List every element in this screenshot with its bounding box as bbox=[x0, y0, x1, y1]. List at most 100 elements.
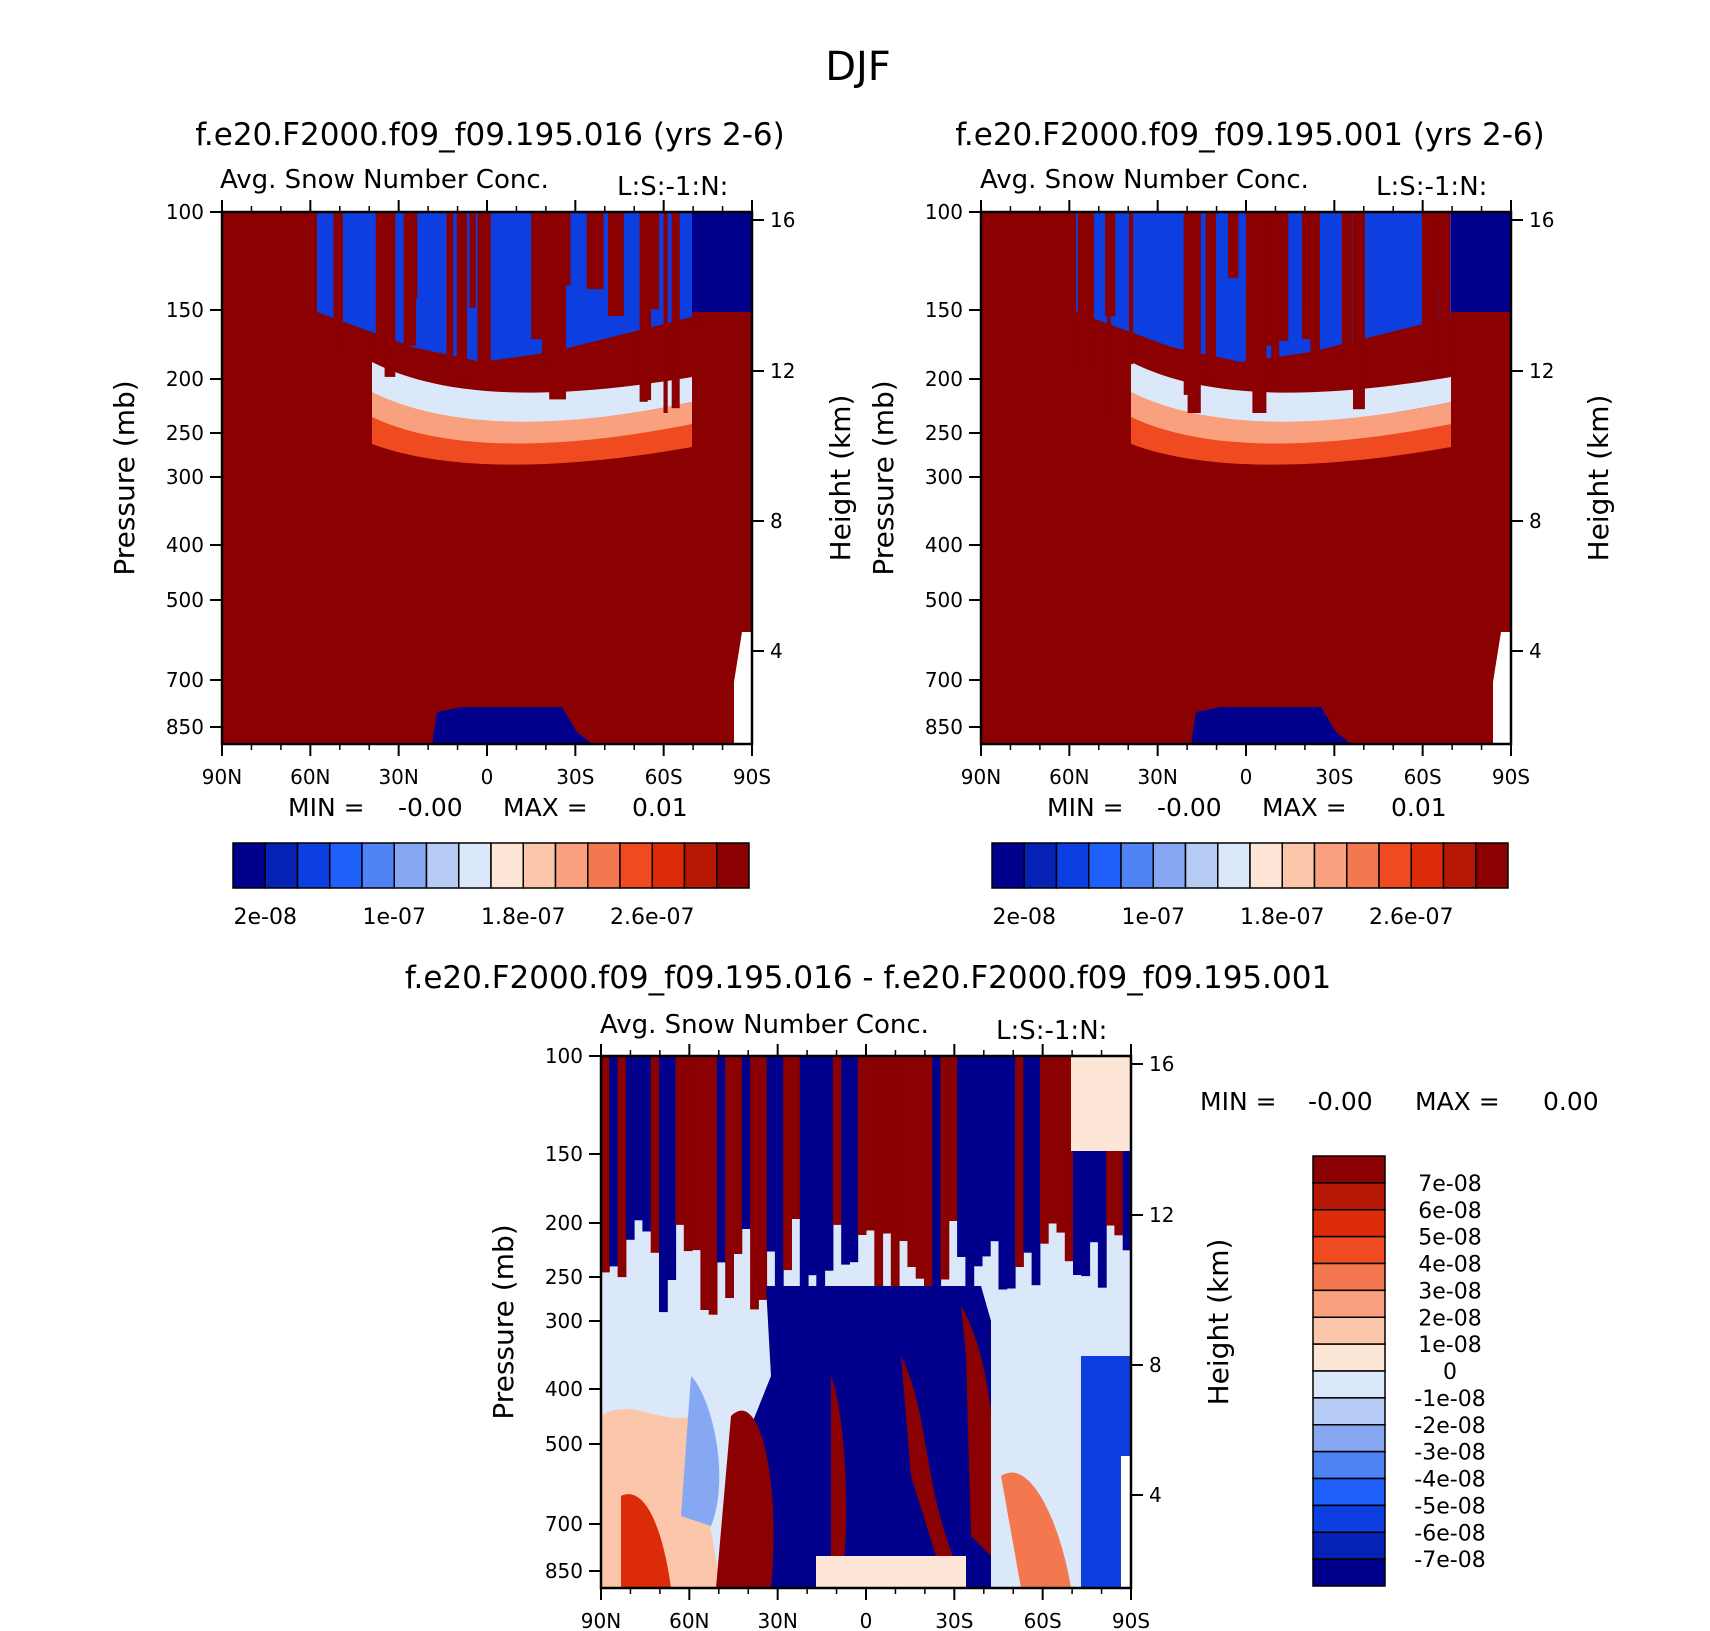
height-tick-label: 16 bbox=[1529, 208, 1554, 232]
field-streak bbox=[1278, 212, 1289, 341]
y-tick-label: 500 bbox=[925, 588, 963, 612]
field-streak bbox=[1271, 212, 1280, 382]
upper-anomaly-streak bbox=[857, 1056, 867, 1235]
colorbar-swatch bbox=[522, 842, 557, 889]
colorbar-swatch bbox=[1312, 1235, 1386, 1265]
x-tick-label: 30N bbox=[378, 765, 418, 789]
upper-anomaly-streak bbox=[824, 1056, 834, 1271]
colorbar-swatch bbox=[1378, 842, 1412, 889]
panel-1-min-label: MIN = bbox=[288, 793, 365, 822]
upper-anomaly-streak bbox=[924, 1056, 933, 1297]
colorbar-swatch bbox=[1023, 842, 1058, 889]
upper-anomaly-streak bbox=[882, 1056, 892, 1234]
upper-anomaly-streak bbox=[1097, 1056, 1107, 1288]
colorbar-label: 1.8e-07 bbox=[481, 905, 565, 930]
x-tick-label: 90N bbox=[202, 765, 242, 789]
negative-anomaly bbox=[681, 1376, 720, 1526]
colorbar-label: -2e-08 bbox=[1414, 1414, 1485, 1439]
panel-2-minmax: MIN = -0.00 MAX = 0.01 bbox=[1047, 793, 1447, 822]
height-tick-label: 8 bbox=[1529, 509, 1542, 533]
y-tick-label: 250 bbox=[925, 421, 963, 445]
field-streak bbox=[1107, 212, 1111, 413]
surface-minimum-region bbox=[1191, 707, 1351, 744]
surface-neutral bbox=[816, 1556, 966, 1588]
upper-anomaly-streak bbox=[634, 1056, 643, 1221]
upper-anomaly-streak bbox=[683, 1056, 693, 1252]
colorbar-label: 2e-08 bbox=[993, 905, 1056, 930]
positive-anomaly bbox=[831, 1376, 847, 1588]
upper-anomaly-streak bbox=[741, 1056, 751, 1229]
x-tick-label: 30S bbox=[1315, 765, 1353, 789]
colorbar-label: 1e-08 bbox=[1418, 1333, 1481, 1358]
y-tick-label: 200 bbox=[925, 367, 963, 391]
upper-anomaly-streak bbox=[650, 1056, 660, 1253]
colorbar-swatch bbox=[393, 842, 428, 889]
colorbar-swatch bbox=[1312, 1182, 1386, 1211]
field-streak bbox=[1353, 212, 1365, 410]
y-tick-label: 850 bbox=[166, 715, 204, 739]
field-streak bbox=[586, 212, 604, 290]
x-tick-label: 60N bbox=[669, 1609, 709, 1631]
colorbar-swatch bbox=[361, 842, 395, 889]
y-tick-label: 150 bbox=[925, 298, 963, 322]
upper-anomaly-streak bbox=[907, 1056, 917, 1267]
positive-anomaly bbox=[1001, 1472, 1071, 1588]
panel-1: f.e20.F2000.f09_f09.195.016 (yrs 2-6) Av… bbox=[108, 117, 857, 930]
panel-3-ylabel: Pressure (mb) bbox=[487, 1224, 520, 1419]
colorbar-label: -3e-08 bbox=[1414, 1441, 1485, 1466]
colorbar-label: 3e-08 bbox=[1418, 1279, 1481, 1304]
colorbar-swatch bbox=[1312, 1477, 1386, 1507]
colorbar-label: 7e-08 bbox=[1418, 1172, 1481, 1197]
colorbar-swatch bbox=[264, 842, 299, 889]
upper-anomaly-streak bbox=[783, 1056, 792, 1271]
upper-anomaly-streak bbox=[1023, 1056, 1033, 1253]
upper-anomaly-streak bbox=[642, 1056, 652, 1232]
colorbar-swatch bbox=[619, 842, 653, 889]
upper-anomaly-streak bbox=[932, 1056, 942, 1308]
panel-2: f.e20.F2000.f09_f09.195.001 (yrs 2-6) Av… bbox=[867, 117, 1615, 930]
field-streak bbox=[542, 212, 554, 361]
colorbar-swatch bbox=[1312, 1370, 1386, 1399]
upper-anomaly-streak bbox=[990, 1056, 999, 1242]
panel-2-subtitle: Avg. Snow Number Conc. bbox=[980, 165, 1309, 195]
panel-3-min-value: -0.00 bbox=[1308, 1087, 1373, 1116]
panel-1-ylabel-right: Height (km) bbox=[824, 395, 857, 562]
upper-anomaly-streak bbox=[1039, 1056, 1049, 1244]
positive-anomaly bbox=[621, 1494, 671, 1588]
colorbar-swatch bbox=[1312, 1289, 1386, 1318]
colorbar-label: 6e-08 bbox=[1418, 1199, 1481, 1224]
y-tick-label: 200 bbox=[545, 1211, 583, 1235]
upper-anomaly-streak bbox=[890, 1056, 900, 1310]
upper-anomaly-streak bbox=[667, 1056, 677, 1280]
y-tick-label: 700 bbox=[925, 668, 963, 692]
colorbar-swatch bbox=[1055, 842, 1090, 889]
colorbar-swatch bbox=[1184, 842, 1219, 889]
x-tick-label: 30S bbox=[935, 1609, 973, 1631]
y-tick-label: 250 bbox=[166, 421, 204, 445]
colorbar-label: 2.6e-07 bbox=[1369, 905, 1453, 930]
height-tick-label: 4 bbox=[770, 639, 783, 663]
panel-3-max-label: MAX = bbox=[1415, 1087, 1500, 1116]
x-tick-label: 30N bbox=[1137, 765, 1177, 789]
panel-3: f.e20.F2000.f09_f09.195.016 - f.e20.F200… bbox=[405, 960, 1599, 1631]
panel-3-minmax: MIN = -0.00 MAX = 0.00 bbox=[1200, 1087, 1599, 1116]
field-streak bbox=[469, 212, 476, 308]
panel-2-corner-label: L:S:-1:N: bbox=[1376, 172, 1487, 202]
y-tick-label: 250 bbox=[545, 1265, 583, 1289]
transition-band bbox=[1131, 362, 1451, 423]
negative-anomaly bbox=[1081, 1356, 1131, 1588]
colorbar-swatch bbox=[651, 842, 686, 889]
transition-band bbox=[372, 417, 692, 465]
upper-anomaly-streak bbox=[981, 1056, 991, 1257]
colorbar-swatch bbox=[1152, 842, 1187, 889]
height-tick-label: 8 bbox=[1149, 1353, 1162, 1377]
colorbar-swatch bbox=[1312, 1262, 1386, 1292]
field-streak bbox=[1439, 212, 1451, 375]
panel-2-max-value: 0.01 bbox=[1391, 793, 1447, 822]
x-tick-label: 60N bbox=[290, 765, 330, 789]
south-pole-neutral bbox=[1071, 1056, 1131, 1151]
height-tick-label: 16 bbox=[770, 208, 795, 232]
colorbar-label: -5e-08 bbox=[1414, 1494, 1485, 1519]
upper-anomaly-streak bbox=[940, 1056, 950, 1280]
upper-anomaly-streak bbox=[692, 1056, 701, 1251]
